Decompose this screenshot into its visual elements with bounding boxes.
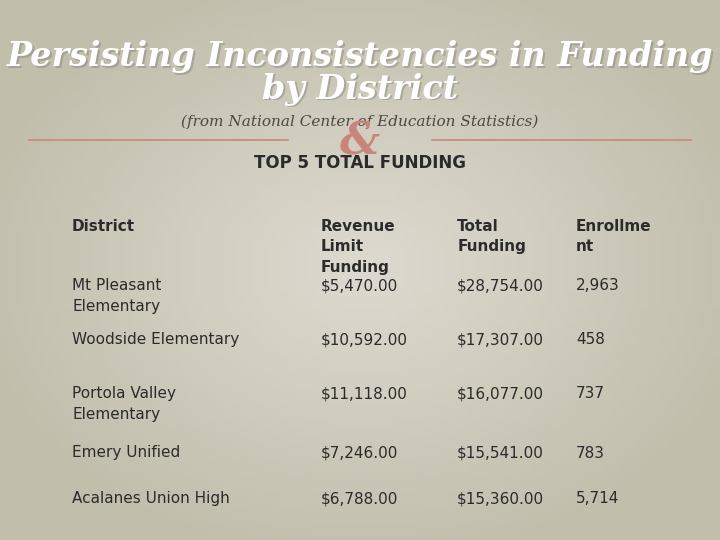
Text: Enrollme: Enrollme [576,219,652,234]
Text: Persisting Inconsistencies in Funding: Persisting Inconsistencies in Funding [6,40,714,73]
Text: $28,754.00: $28,754.00 [457,278,544,293]
Text: 737: 737 [576,386,605,401]
Text: $11,118.00: $11,118.00 [320,386,408,401]
Text: Revenue: Revenue [320,219,395,234]
Text: Woodside Elementary: Woodside Elementary [72,332,239,347]
Text: Elementary: Elementary [72,407,160,422]
Text: (from National Center of Education Statistics): (from National Center of Education Stati… [181,114,539,129]
Text: Limit: Limit [320,239,364,254]
Text: District: District [72,219,135,234]
Text: 5,714: 5,714 [576,491,619,507]
Text: TOP 5 TOTAL FUNDING: TOP 5 TOTAL FUNDING [254,154,466,172]
Text: Total: Total [457,219,499,234]
Text: $17,307.00: $17,307.00 [457,332,544,347]
Text: $15,360.00: $15,360.00 [457,491,544,507]
Text: $16,077.00: $16,077.00 [457,386,544,401]
Text: Mt Pleasant: Mt Pleasant [72,278,161,293]
Text: $7,246.00: $7,246.00 [320,446,397,461]
Text: $15,541.00: $15,541.00 [457,446,544,461]
Text: 783: 783 [576,446,605,461]
Text: Funding: Funding [457,239,526,254]
Text: by District: by District [264,74,460,107]
Text: $5,470.00: $5,470.00 [320,278,397,293]
Text: $10,592.00: $10,592.00 [320,332,408,347]
Text: Funding: Funding [320,260,390,275]
Text: Persisting Inconsistencies in Funding: Persisting Inconsistencies in Funding [9,42,716,75]
Text: Elementary: Elementary [72,299,160,314]
Text: 2,963: 2,963 [576,278,620,293]
Text: Portola Valley: Portola Valley [72,386,176,401]
Text: Emery Unified: Emery Unified [72,446,180,461]
Text: by District: by District [262,72,458,106]
Text: Acalanes Union High: Acalanes Union High [72,491,230,507]
Text: $6,788.00: $6,788.00 [320,491,397,507]
Text: nt: nt [576,239,594,254]
Text: 458: 458 [576,332,605,347]
Text: &: & [340,120,380,164]
